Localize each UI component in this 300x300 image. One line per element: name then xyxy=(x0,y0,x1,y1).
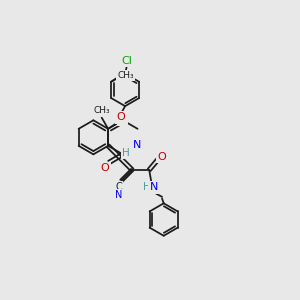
Text: N: N xyxy=(133,140,141,150)
Text: Cl: Cl xyxy=(121,56,132,66)
Text: CH₃: CH₃ xyxy=(93,106,110,116)
Text: N: N xyxy=(150,182,158,193)
Text: O: O xyxy=(100,163,109,173)
Text: O: O xyxy=(117,112,125,122)
Text: C: C xyxy=(116,182,122,192)
Text: O: O xyxy=(158,152,167,162)
Text: N: N xyxy=(115,190,122,200)
Text: CH₃: CH₃ xyxy=(117,71,134,80)
Text: H: H xyxy=(143,182,150,193)
Text: N: N xyxy=(119,115,127,124)
Text: H: H xyxy=(122,148,130,158)
